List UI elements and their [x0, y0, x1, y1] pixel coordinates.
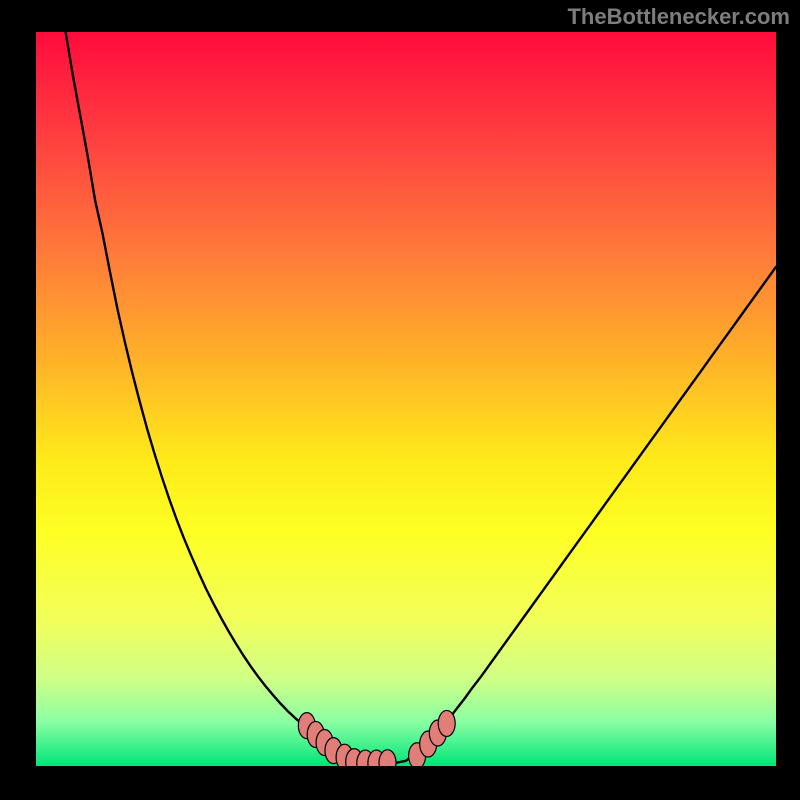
chart-background	[36, 32, 776, 766]
chart-area	[36, 32, 776, 766]
bottleneck-chart-svg	[36, 32, 776, 766]
canvas-root: TheBottlenecker.com	[0, 0, 800, 800]
watermark-text: TheBottlenecker.com	[567, 4, 790, 30]
marker-point	[438, 710, 455, 736]
